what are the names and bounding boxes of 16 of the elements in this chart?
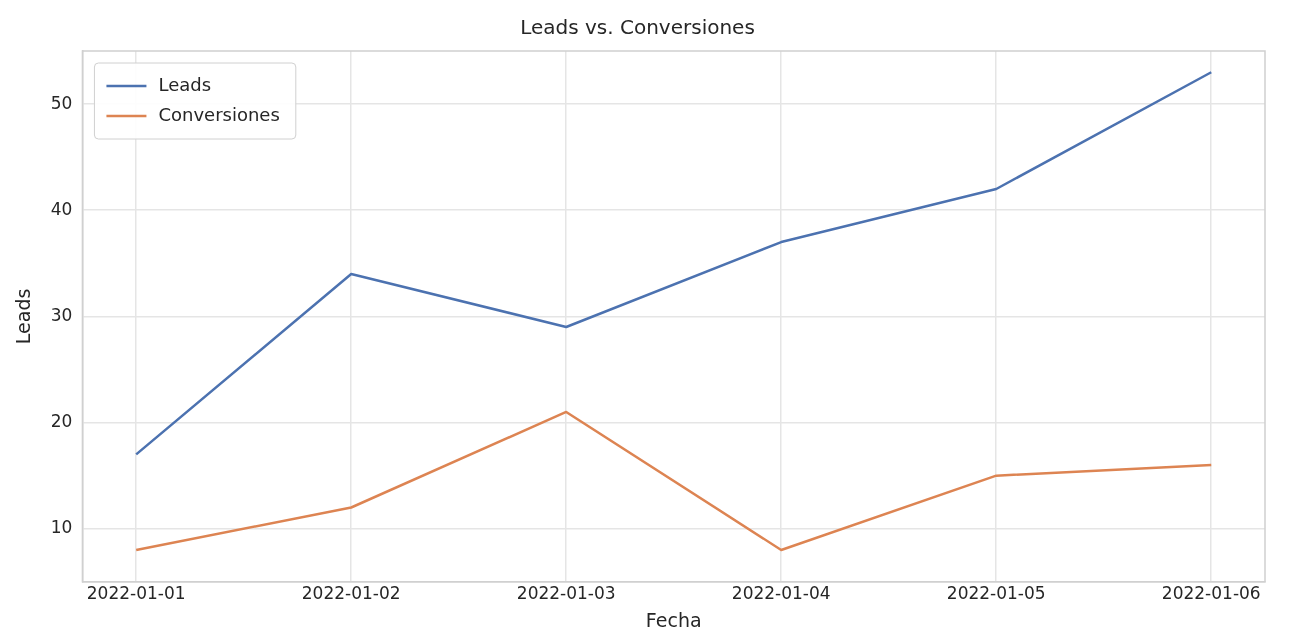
x-tick-label: 2022-01-06 — [1161, 583, 1261, 604]
y-axis-title: Leads — [12, 288, 35, 345]
y-tick-label: 50 — [50, 92, 73, 113]
y-tick-label: 10 — [50, 517, 73, 538]
legend-label: Conversiones — [158, 103, 280, 125]
y-tick-label: 20 — [50, 410, 73, 431]
x-tick-label: 2022-01-05 — [946, 583, 1046, 604]
x-tick-label: 2022-01-04 — [731, 583, 831, 604]
chart-title: Leads vs. Conversiones — [520, 15, 755, 40]
legend-label: Leads — [158, 73, 212, 95]
x-axis-title: Fecha — [645, 608, 702, 631]
y-tick-label: 40 — [50, 198, 73, 219]
y-tick-label: 30 — [50, 304, 73, 325]
x-tick-label: 2022-01-01 — [86, 583, 186, 604]
x-tick-label: 2022-01-03 — [516, 583, 616, 604]
x-tick-label: 2022-01-02 — [301, 583, 401, 604]
